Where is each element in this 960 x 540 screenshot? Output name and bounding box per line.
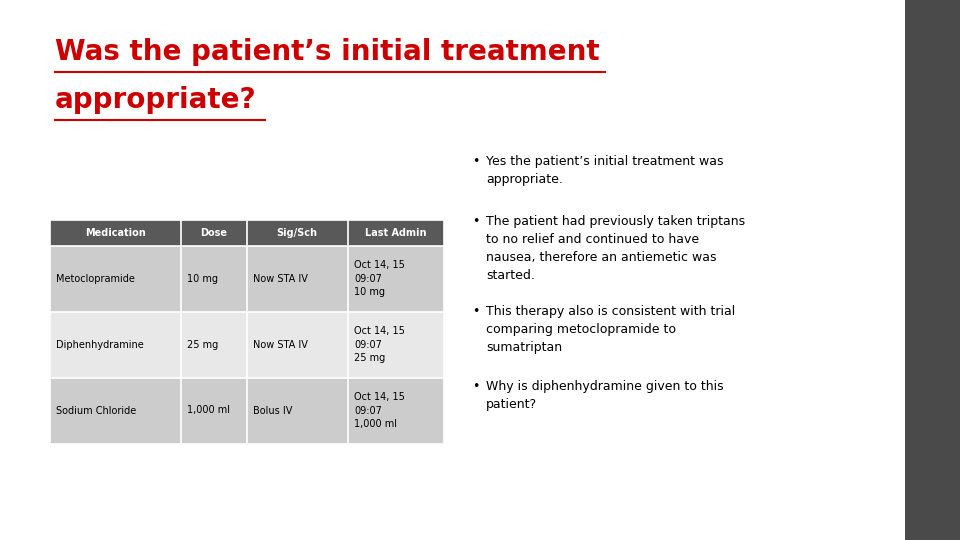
Bar xyxy=(348,378,443,443)
Text: Now STA IV: Now STA IV xyxy=(253,340,308,349)
Text: Dose: Dose xyxy=(200,227,227,238)
Text: appropriate?: appropriate? xyxy=(55,86,256,114)
Text: Yes the patient’s initial treatment was
appropriate.: Yes the patient’s initial treatment was … xyxy=(486,155,724,186)
Bar xyxy=(247,220,347,245)
Bar xyxy=(50,312,180,377)
Text: Oct 14, 15
09:07
10 mg: Oct 14, 15 09:07 10 mg xyxy=(354,260,405,296)
Bar xyxy=(247,312,347,377)
Text: This therapy also is consistent with trial
comparing metoclopramide to
sumatript: This therapy also is consistent with tri… xyxy=(486,305,735,354)
Text: 1,000 ml: 1,000 ml xyxy=(187,406,230,415)
Bar xyxy=(905,0,960,540)
Bar xyxy=(50,246,180,311)
Text: The patient had previously taken triptans
to no relief and continued to have
nau: The patient had previously taken triptan… xyxy=(486,215,745,282)
Text: 25 mg: 25 mg xyxy=(187,340,218,349)
Bar xyxy=(247,378,347,443)
Text: Sodium Chloride: Sodium Chloride xyxy=(56,406,136,415)
Bar xyxy=(348,246,443,311)
Text: Diphenhydramine: Diphenhydramine xyxy=(56,340,144,349)
Text: •: • xyxy=(472,215,479,228)
Text: Sig/Sch: Sig/Sch xyxy=(276,227,318,238)
Text: Why is diphenhydramine given to this
patient?: Why is diphenhydramine given to this pat… xyxy=(486,380,724,411)
Bar xyxy=(181,246,246,311)
Text: 10 mg: 10 mg xyxy=(187,273,218,284)
Text: Was the patient’s initial treatment: Was the patient’s initial treatment xyxy=(55,38,600,66)
Bar xyxy=(181,378,246,443)
Bar xyxy=(181,220,246,245)
Bar xyxy=(181,312,246,377)
Text: Last Admin: Last Admin xyxy=(365,227,426,238)
Bar xyxy=(348,220,443,245)
Text: Oct 14, 15
09:07
1,000 ml: Oct 14, 15 09:07 1,000 ml xyxy=(354,392,405,429)
Text: •: • xyxy=(472,155,479,168)
Bar xyxy=(50,378,180,443)
Text: Metoclopramide: Metoclopramide xyxy=(56,273,134,284)
Text: Oct 14, 15
09:07
25 mg: Oct 14, 15 09:07 25 mg xyxy=(354,326,405,363)
Bar xyxy=(247,246,347,311)
Text: Medication: Medication xyxy=(84,227,145,238)
Text: Bolus IV: Bolus IV xyxy=(253,406,293,415)
Bar xyxy=(348,312,443,377)
Text: •: • xyxy=(472,305,479,318)
Text: •: • xyxy=(472,380,479,393)
Bar xyxy=(50,220,180,245)
Text: Now STA IV: Now STA IV xyxy=(253,273,308,284)
